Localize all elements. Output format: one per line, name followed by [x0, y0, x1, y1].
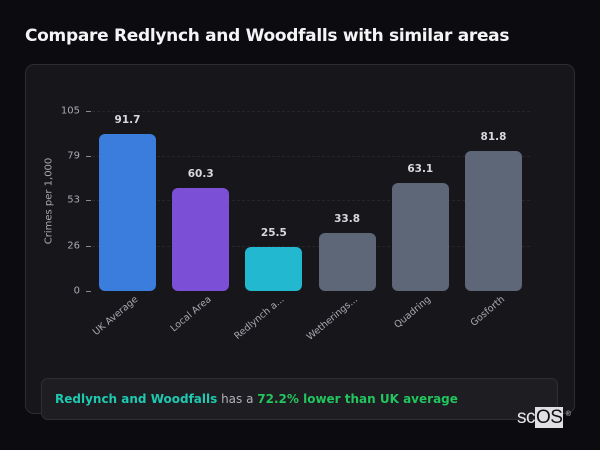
- y-tick-label: 0: [73, 285, 80, 297]
- y-tick-label: 79: [67, 150, 80, 162]
- bar[interactable]: [245, 247, 303, 291]
- bar[interactable]: [465, 150, 522, 291]
- y-tick-label: 53: [67, 194, 80, 206]
- bar-value-label: 63.1: [407, 162, 434, 175]
- summary-stat: 72.2% lower than UK average: [257, 392, 458, 406]
- summary-place: Redlynch and Woodfalls: [55, 392, 218, 406]
- summary-box: Redlynch and Woodfalls has a 72.2% lower…: [41, 378, 558, 420]
- scos-watermark-logo: scOS ®: [517, 407, 571, 428]
- bar-value-label: 81.8: [480, 130, 507, 143]
- y-tick-mark: [86, 155, 91, 157]
- gridline: [92, 155, 530, 157]
- bar-value-label: 60.3: [187, 167, 214, 180]
- y-axis-label: Crimes per 1,000: [43, 157, 55, 245]
- summary-connector: has a: [217, 392, 258, 406]
- bar-value-label: 33.8: [334, 213, 361, 226]
- bar[interactable]: [99, 133, 156, 291]
- bar[interactable]: [318, 233, 376, 291]
- bar-value-label: 91.7: [114, 113, 141, 126]
- gridline: [92, 111, 530, 112]
- bar-value-label: 25.5: [260, 227, 287, 240]
- gridline: [92, 200, 530, 202]
- y-tick-mark: [86, 200, 91, 202]
- y-tick-label: 105: [60, 105, 80, 117]
- y-tick-label: 26: [67, 240, 80, 252]
- page-title: Compare Redlynch and Woodfalls with simi…: [25, 26, 510, 46]
- y-tick-mark: [86, 111, 91, 112]
- bar[interactable]: [391, 182, 449, 291]
- y-tick-mark: [86, 246, 91, 248]
- gridline: [92, 246, 530, 248]
- bar[interactable]: [172, 187, 230, 291]
- y-tick-mark: [86, 291, 91, 292]
